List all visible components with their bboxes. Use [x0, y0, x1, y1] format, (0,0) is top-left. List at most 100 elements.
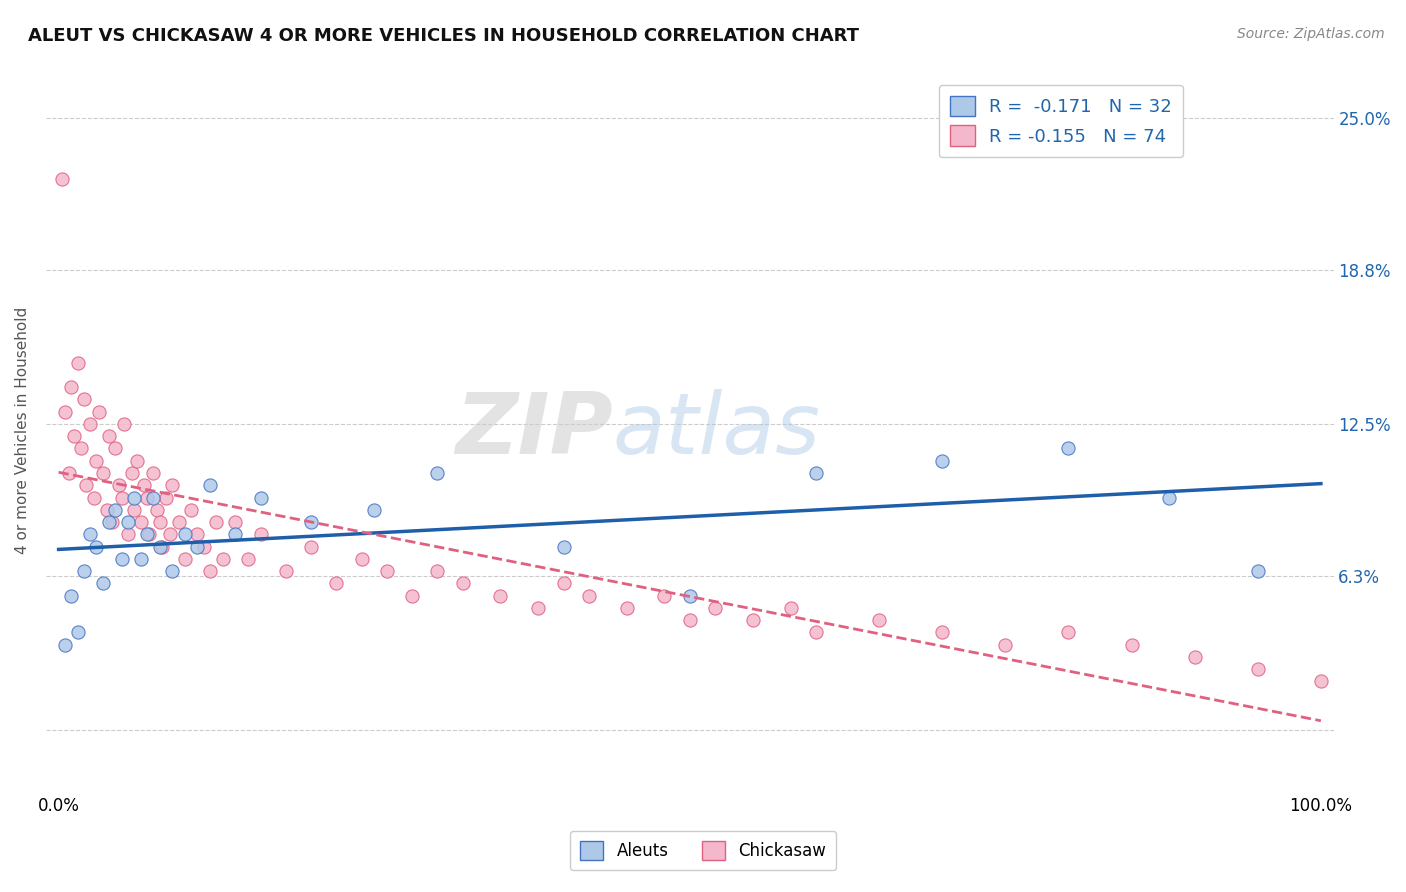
Point [146, 503, 169, 517]
Point [401, 589, 423, 603]
Point [193, 540, 215, 554]
Point [868, 613, 890, 627]
Point [375, 564, 398, 578]
Point [489, 589, 512, 603]
Point [167, 515, 190, 529]
Point [100, 515, 122, 529]
Point [211, 551, 233, 566]
Point [124, 503, 146, 517]
Point [186, 540, 208, 554]
Point [654, 589, 676, 603]
Point [198, 478, 221, 492]
Point [60, 380, 83, 394]
Point [138, 527, 160, 541]
Point [83, 491, 105, 505]
Point [299, 515, 322, 529]
Point [180, 503, 202, 517]
Point [73, 564, 96, 578]
Point [249, 491, 271, 505]
Point [553, 540, 575, 554]
Point [96, 503, 118, 517]
Point [86, 540, 108, 554]
Text: ALEUT VS CHICKASAW 4 OR MORE VEHICLES IN HOUSEHOLD CORRELATION CHART: ALEUT VS CHICKASAW 4 OR MORE VEHICLES IN… [28, 27, 859, 45]
Point [108, 478, 131, 492]
Point [186, 527, 208, 541]
Point [51, 171, 73, 186]
Point [160, 478, 183, 492]
Point [58, 466, 80, 480]
Text: atlas: atlas [613, 389, 821, 472]
Point [134, 478, 156, 492]
Point [1159, 491, 1181, 505]
Text: ZIP: ZIP [456, 389, 613, 472]
Legend: R =  -0.171   N = 32, R = -0.155   N = 74: R = -0.171 N = 32, R = -0.155 N = 74 [939, 85, 1182, 157]
Point [426, 564, 449, 578]
Point [142, 491, 165, 505]
Point [1247, 564, 1270, 578]
Point [86, 454, 108, 468]
Point [679, 589, 702, 603]
Point [53, 405, 76, 419]
Point [91, 576, 114, 591]
Point [616, 600, 638, 615]
Point [155, 491, 177, 505]
Point [117, 527, 139, 541]
Point [98, 515, 121, 529]
Point [426, 466, 449, 480]
Point [79, 417, 101, 431]
Point [160, 564, 183, 578]
Point [299, 540, 322, 554]
Point [1184, 649, 1206, 664]
Text: Source: ZipAtlas.com: Source: ZipAtlas.com [1237, 27, 1385, 41]
Point [1057, 442, 1080, 456]
Y-axis label: 4 or more Vehicles in Household: 4 or more Vehicles in Household [15, 307, 30, 554]
Point [117, 515, 139, 529]
Point [121, 466, 143, 480]
Point [1247, 662, 1270, 676]
Point [679, 613, 702, 627]
Point [363, 503, 385, 517]
Point [350, 551, 373, 566]
Point [104, 442, 127, 456]
Point [91, 466, 114, 480]
Point [53, 638, 76, 652]
Point [98, 429, 121, 443]
Point [553, 576, 575, 591]
Point [741, 613, 763, 627]
Point [994, 638, 1017, 652]
Point [325, 576, 347, 591]
Point [60, 589, 83, 603]
Point [129, 515, 152, 529]
Point [931, 454, 953, 468]
Point [124, 491, 146, 505]
Point [224, 527, 246, 541]
Point [136, 491, 159, 505]
Point [112, 417, 135, 431]
Point [779, 600, 801, 615]
Point [1121, 638, 1143, 652]
Point [62, 429, 84, 443]
Point [75, 478, 97, 492]
Point [136, 527, 159, 541]
Point [527, 600, 550, 615]
Point [224, 515, 246, 529]
Point [148, 540, 170, 554]
Point [66, 356, 89, 370]
Point [79, 527, 101, 541]
Point [87, 405, 110, 419]
Point [150, 540, 173, 554]
Point [704, 600, 727, 615]
Point [236, 551, 259, 566]
Point [1309, 674, 1331, 689]
Point [111, 491, 134, 505]
Point [804, 466, 827, 480]
Point [931, 625, 953, 640]
Point [66, 625, 89, 640]
Point [142, 466, 165, 480]
Point [274, 564, 297, 578]
Point [159, 527, 181, 541]
Point [249, 527, 271, 541]
Point [173, 551, 195, 566]
Point [111, 551, 134, 566]
Point [804, 625, 827, 640]
